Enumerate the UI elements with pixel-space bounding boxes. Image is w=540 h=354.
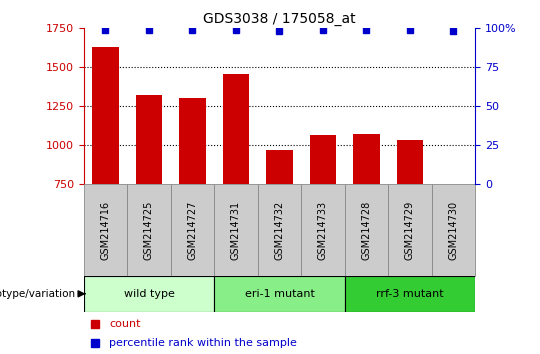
- Bar: [127, 184, 171, 276]
- Bar: [266, 150, 293, 184]
- Bar: [84, 184, 127, 276]
- Bar: [84, 276, 214, 312]
- Bar: [388, 184, 431, 276]
- Bar: [258, 184, 301, 276]
- Text: GSM214728: GSM214728: [361, 200, 372, 260]
- Text: genotype/variation: genotype/variation: [0, 289, 76, 299]
- Text: GSM214731: GSM214731: [231, 200, 241, 260]
- Text: count: count: [109, 319, 140, 329]
- Text: GSM214716: GSM214716: [100, 200, 111, 260]
- Bar: [301, 184, 345, 276]
- Bar: [345, 276, 475, 312]
- Text: wild type: wild type: [124, 289, 174, 299]
- Text: GSM214729: GSM214729: [405, 200, 415, 260]
- Text: GSM214727: GSM214727: [187, 200, 198, 260]
- Text: GSM214732: GSM214732: [274, 200, 285, 260]
- Bar: [431, 184, 475, 276]
- Bar: [223, 74, 249, 184]
- Text: eri-1 mutant: eri-1 mutant: [245, 289, 314, 299]
- Title: GDS3038 / 175058_at: GDS3038 / 175058_at: [203, 12, 356, 26]
- Bar: [92, 47, 118, 184]
- Bar: [353, 134, 380, 184]
- Bar: [345, 184, 388, 276]
- Bar: [179, 98, 206, 184]
- Text: GSM214733: GSM214733: [318, 200, 328, 260]
- Text: GSM214730: GSM214730: [448, 200, 458, 260]
- Text: rrf-3 mutant: rrf-3 mutant: [376, 289, 444, 299]
- Bar: [136, 95, 162, 184]
- Bar: [310, 135, 336, 184]
- Bar: [214, 184, 258, 276]
- Text: GSM214725: GSM214725: [144, 200, 154, 260]
- Bar: [171, 184, 214, 276]
- Bar: [397, 141, 423, 184]
- Text: percentile rank within the sample: percentile rank within the sample: [109, 338, 297, 348]
- Bar: [214, 276, 345, 312]
